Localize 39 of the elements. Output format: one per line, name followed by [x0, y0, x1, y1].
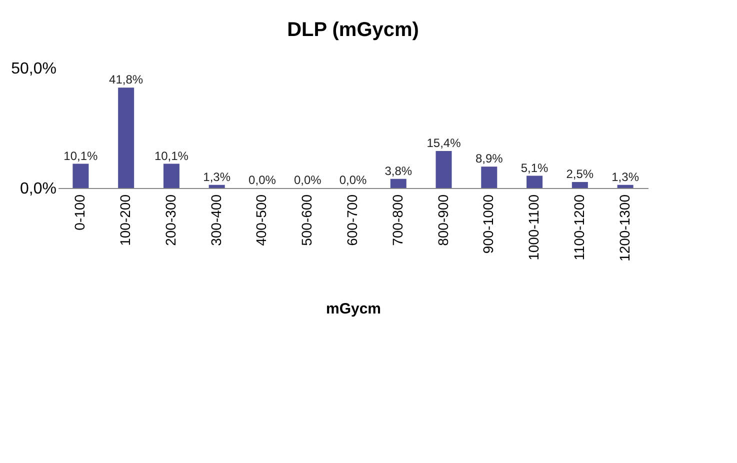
x-tick-label: 300-400 — [208, 194, 224, 246]
data-label: 0,0% — [294, 173, 322, 187]
x-tick-label: 0-100 — [72, 194, 88, 230]
x-tick-label: 700-800 — [389, 194, 406, 246]
chart-title: DLP (mGycm) — [287, 19, 419, 41]
x-tick-label: 800-900 — [434, 194, 451, 246]
data-label: 1,3% — [203, 170, 231, 184]
data-label: 15,4% — [426, 136, 462, 150]
data-label: 8,9% — [475, 152, 504, 166]
bar — [572, 182, 588, 188]
x-tick-label: 100-200 — [117, 194, 134, 246]
data-label: 1,3% — [612, 170, 640, 184]
data-label: 10,1% — [64, 148, 98, 163]
data-label: 2,5% — [566, 167, 594, 181]
data-label: 5,1% — [520, 160, 549, 175]
x-tick-label: 1200-1300 — [616, 194, 632, 262]
data-label: 10,1% — [154, 148, 189, 163]
bar — [72, 164, 89, 188]
x-axis-title: mGycm — [326, 300, 382, 318]
x-tick-label: 900-1000 — [480, 194, 496, 254]
x-tick-label: 200-300 — [162, 194, 178, 246]
bar — [436, 151, 452, 188]
bar — [526, 176, 543, 188]
data-label: 0,0% — [339, 173, 367, 187]
x-tick-label: 1100-1200 — [570, 194, 587, 260]
data-label: 41,8% — [109, 72, 144, 87]
bar — [208, 184, 225, 188]
bar — [617, 184, 634, 188]
bar — [163, 164, 180, 188]
data-label: 0,0% — [248, 173, 276, 187]
y-tick-label: 50,0% — [11, 60, 56, 78]
bar — [390, 178, 406, 188]
x-tick-label: 400-500 — [253, 194, 270, 246]
bar — [118, 88, 134, 188]
bar — [481, 166, 498, 188]
data-label: 3,8% — [384, 164, 412, 178]
x-tick-label: 500-600 — [298, 194, 315, 246]
x-tick-label: 1000-1100 — [526, 194, 542, 260]
x-tick-label: 600-700 — [344, 194, 360, 246]
